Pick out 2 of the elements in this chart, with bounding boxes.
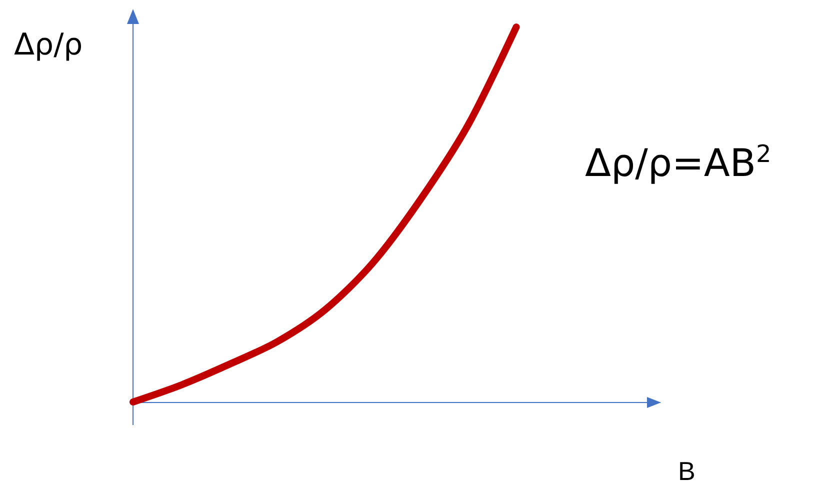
x-axis-title: B bbox=[678, 456, 696, 486]
y-axis-title: Δρ/ρ bbox=[14, 28, 83, 62]
